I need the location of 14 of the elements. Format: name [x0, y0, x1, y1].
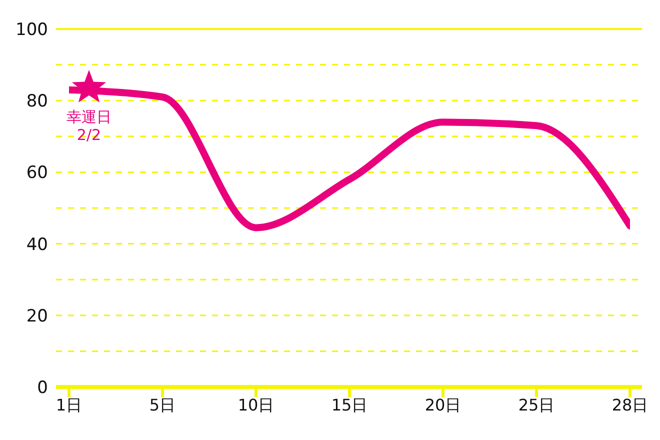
y-tick-label: 40 [26, 234, 48, 255]
annotation: 幸運日 2/2 [66, 108, 112, 144]
x-tick-label: 15日 [331, 395, 368, 414]
x-tick-label: 5日 [149, 395, 176, 414]
x-tick-label: 10日 [238, 395, 274, 414]
y-tick-label: 80 [26, 92, 48, 112]
y-tick-label: 100 [16, 20, 48, 40]
x-tick-label: 28日 [612, 395, 648, 414]
y-tick-label: 60 [26, 163, 48, 184]
x-tick-label: 20日 [424, 395, 462, 414]
y-tick-label: 0 [37, 378, 48, 398]
y-tick-label: 20 [26, 306, 48, 326]
x-tick-label: 25日 [518, 395, 555, 414]
x-tick-label: 1日 [56, 395, 82, 414]
